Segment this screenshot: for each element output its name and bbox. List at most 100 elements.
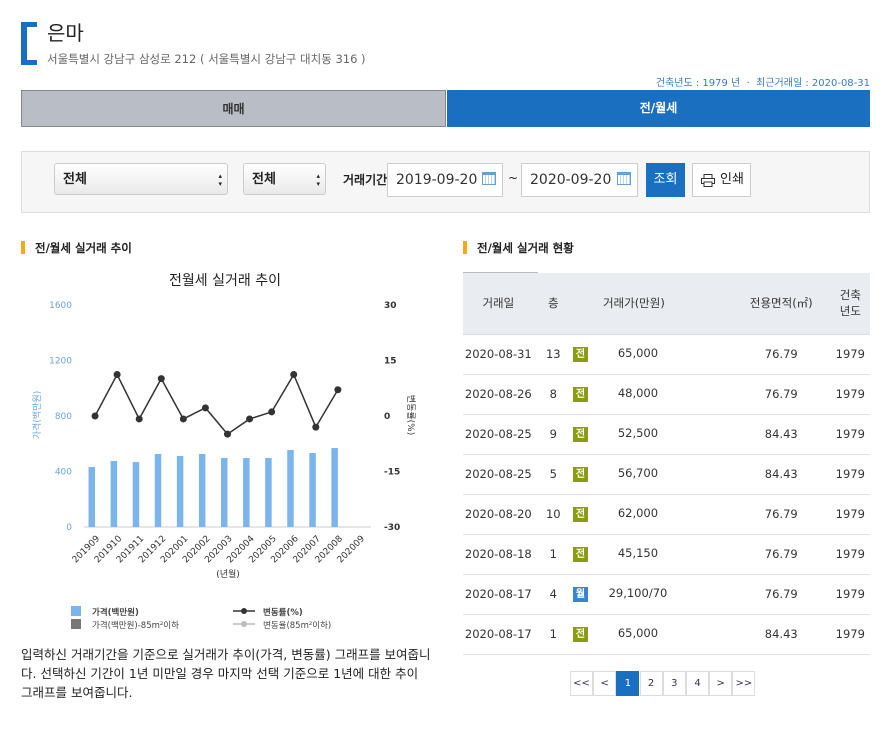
date-from-text: 2019-09-20: [396, 172, 478, 188]
print-button[interactable]: 인쇄: [692, 163, 751, 197]
date: 2020-08-17: [464, 627, 532, 641]
description: 입력하신 거래기간을 기준으로 실거래가 추이(가격, 변동률) 그래프를 보여…: [21, 647, 431, 700]
point: [157, 375, 165, 383]
point: [91, 412, 99, 420]
table-cell: 76.79: [731, 334, 831, 375]
table-cell: 76.79: [731, 574, 831, 615]
floor: 5: [549, 467, 557, 481]
table-cell: 1979: [830, 334, 870, 375]
bar: [132, 462, 140, 527]
area: 76.79: [764, 507, 798, 521]
table-cell: 전 48,000: [572, 374, 732, 415]
page-button[interactable]: >: [709, 671, 733, 696]
table-header: 층: [533, 273, 573, 335]
table-row: 2020-08-17 4 월 29,100/70 76.79 1979: [463, 574, 870, 615]
table-cell: 13: [533, 334, 573, 375]
table-row: 2020-08-31 13 전 65,000 76.79 1979: [463, 334, 870, 375]
table-cell: 1: [533, 614, 573, 655]
y2-tick-label: 15: [384, 357, 397, 367]
deal-type-badge: 전: [572, 467, 588, 482]
page-button[interactable]: <<: [570, 671, 593, 696]
deal-type-badge: 전: [572, 547, 588, 562]
print-text: 인쇄: [720, 172, 744, 187]
title-bracket: [21, 22, 27, 65]
select[interactable]: 전체: [54, 163, 228, 195]
table-cell: 84.43: [731, 414, 831, 455]
table-cell: 84.43: [731, 614, 831, 655]
floor: 9: [549, 427, 557, 441]
bar: [221, 458, 228, 527]
y-tick-label: 800: [55, 412, 72, 422]
year: 1979: [835, 427, 865, 441]
area: 76.79: [764, 347, 798, 361]
table-cell: 전 52,500: [572, 414, 732, 455]
table-row: 2020-08-25 9 전 52,500 84.43 1979: [463, 414, 870, 455]
deal-type-badge: 전: [572, 427, 588, 442]
x-axis-label: (년월): [216, 568, 240, 580]
y2-tick-label: -30: [384, 523, 400, 533]
meta: 건축년도 : 1979 년 · 최근거래일 : 2020-08-31: [655, 78, 870, 89]
page-button[interactable]: 3: [662, 671, 686, 696]
year: 1979: [835, 507, 865, 521]
bar: [265, 458, 272, 527]
bar: [309, 453, 316, 527]
date: 2020-08-25: [464, 427, 532, 441]
area: 76.79: [764, 387, 798, 401]
year: 1979: [835, 387, 865, 401]
tab[interactable]: 매매: [21, 90, 446, 127]
floor: 10: [545, 507, 561, 521]
page-button[interactable]: 4: [686, 671, 709, 696]
page-button[interactable]: 2: [639, 671, 663, 696]
table: 거래일 층 거래가(만원) 전용면적(㎡) 건축 년도 2020-08-31 13 전 65,0…: [463, 273, 870, 655]
page-title: 은마: [47, 21, 84, 45]
deal-type-badge: 전: [572, 347, 588, 362]
section-title: 전/월세 실거래 현황: [463, 240, 574, 256]
y-tick-label: 1600: [49, 301, 72, 311]
legend-label: 변동률(%): [263, 607, 303, 618]
select[interactable]: 전체: [243, 163, 326, 195]
bar: [287, 449, 294, 527]
page-button[interactable]: >>: [732, 671, 756, 696]
table-row: 2020-08-18 1 전 45,150 76.79 1979: [463, 534, 870, 575]
search-button[interactable]: 조회: [646, 163, 685, 197]
table-cell: 1979: [830, 414, 870, 455]
y-tick-label: 1200: [49, 357, 72, 367]
price: 48,000: [617, 386, 659, 400]
floor: 8: [549, 387, 557, 401]
point: [135, 415, 143, 423]
date-to[interactable]: 2020-09-20: [521, 163, 638, 197]
table-cell: 2020-08-18: [463, 534, 534, 575]
chart-title: 전월세 실거래 추이: [169, 273, 281, 289]
table-cell: 1979: [830, 494, 870, 535]
area: 76.79: [764, 587, 798, 601]
table-cell: 76.79: [731, 374, 831, 415]
table-cell: 5: [533, 454, 573, 495]
table-header: 거래가(만원): [572, 273, 732, 335]
table-cell: 76.79: [731, 534, 831, 575]
title-bracket-bottom: [27, 60, 37, 65]
legend-swatch: [71, 619, 81, 629]
point: [179, 415, 187, 423]
deal-type-badge: 전: [572, 627, 588, 642]
year: 1979: [835, 547, 865, 561]
date: 2020-08-25: [464, 467, 532, 481]
table-cell: 전 45,150: [572, 534, 732, 575]
table-cell: 1979: [830, 534, 870, 575]
page-button[interactable]: 1: [616, 671, 640, 696]
year: 1979: [835, 587, 865, 601]
date-from[interactable]: 2019-09-20: [387, 163, 503, 197]
page-button[interactable]: <: [593, 671, 617, 696]
table-cell: 전 56,700: [572, 454, 732, 495]
title-bracket-notch: [27, 33, 32, 54]
bar: [198, 454, 206, 527]
floor: 13: [545, 347, 561, 361]
chart: 전월세 실거래 추이 0 400 800 1200 1600 -30 -15 0 15 30 가격(백…: [31, 273, 416, 631]
section-title: 전/월세 실거래 추이: [21, 240, 132, 256]
date: 2020-08-17: [464, 587, 532, 601]
table-cell: 2020-08-26: [463, 374, 534, 415]
table-cell: 전 65,000: [572, 334, 732, 375]
date: 2020-08-20: [464, 507, 532, 521]
table-row: 2020-08-17 1 전 65,000 84.43 1979: [463, 614, 870, 655]
tab[interactable]: 전/월세: [447, 90, 870, 127]
table-cell: 8: [533, 374, 573, 415]
